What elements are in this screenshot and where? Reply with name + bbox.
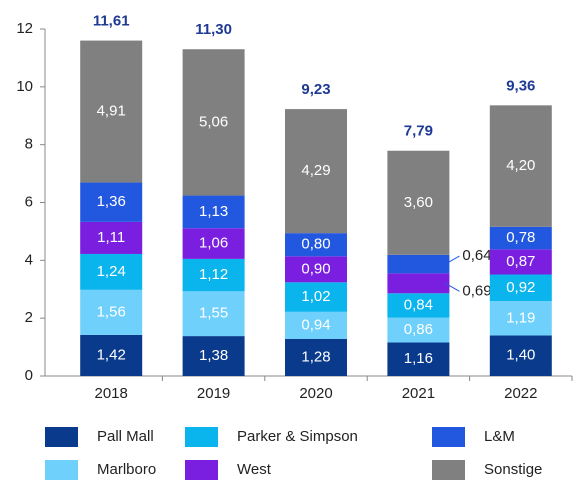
data-label: 4,29	[301, 162, 330, 179]
x-tick-label: 2020	[299, 385, 332, 402]
data-label: 1,55	[199, 305, 228, 322]
total-label: 11,61	[93, 13, 130, 30]
data-label: 0,64	[462, 247, 491, 264]
legend-swatch	[185, 460, 218, 480]
bar-segment	[489, 249, 552, 275]
data-label: 0,69	[462, 282, 491, 299]
data-label: 1,16	[404, 350, 433, 367]
leader-line	[445, 282, 460, 292]
bar-segment	[489, 335, 552, 376]
data-label: 5,06	[199, 113, 228, 130]
y-tick-label: 4	[25, 251, 33, 268]
total-label: 7,79	[404, 123, 433, 140]
bar-segment	[80, 40, 143, 183]
bar-segment	[489, 105, 552, 227]
data-label: 0,87	[506, 253, 535, 270]
data-label: 1,02	[301, 288, 330, 305]
y-tick-label: 10	[16, 78, 33, 95]
data-label: 0,80	[301, 236, 330, 253]
bar-segment	[80, 289, 143, 335]
data-label: 0,84	[404, 296, 433, 313]
data-label: 1,40	[506, 347, 535, 364]
bar-segment	[387, 254, 450, 274]
data-label: 0,92	[506, 279, 535, 296]
data-label: 0,86	[404, 321, 433, 338]
legend-label: Sonstige	[484, 461, 542, 478]
data-label: 1,13	[199, 203, 228, 220]
bar-segment	[80, 182, 143, 222]
total-label: 9,23	[301, 81, 330, 98]
bar-segment	[285, 233, 347, 257]
legend-label: L&M	[484, 428, 515, 445]
y-tick-label: 6	[25, 193, 33, 210]
bar-segment	[387, 273, 450, 294]
data-label: 1,28	[301, 348, 330, 365]
legend-swatch	[432, 427, 465, 447]
legend-swatch	[185, 427, 218, 447]
bar-segment	[80, 334, 143, 376]
bar-segment	[182, 258, 245, 292]
bar-segment	[387, 293, 450, 318]
total-label: 11,30	[195, 21, 232, 38]
bar-segment	[285, 256, 347, 283]
data-label: 1,06	[199, 235, 228, 252]
bar-segment	[285, 282, 347, 312]
y-tick-label: 0	[25, 367, 33, 384]
legend-label: Pall Mall	[97, 428, 154, 445]
bar-segment	[182, 291, 245, 337]
x-tick-label: 2018	[95, 385, 128, 402]
bar-segment	[387, 150, 450, 255]
bar-segment	[80, 221, 143, 254]
y-tick-label: 12	[16, 20, 33, 37]
bar-segment	[182, 49, 245, 196]
bar-segment	[489, 226, 552, 250]
data-label: 1,24	[97, 263, 126, 280]
data-label: 3,60	[404, 194, 433, 211]
legend-swatch	[45, 460, 78, 480]
total-label: 9,36	[506, 77, 535, 94]
x-tick-label: 2019	[197, 385, 230, 402]
x-tick-label: 2021	[402, 385, 435, 402]
y-tick-label: 8	[25, 136, 33, 153]
legend-swatch	[432, 460, 465, 480]
data-label: 1,38	[199, 347, 228, 364]
bar-segment	[182, 336, 245, 376]
legend-swatch	[45, 427, 78, 447]
bar-segment	[387, 342, 450, 376]
x-tick-label: 2022	[504, 385, 537, 402]
data-label: 1,36	[97, 193, 126, 210]
data-label: 1,19	[506, 309, 535, 326]
bar-segment	[182, 228, 245, 259]
data-label: 0,94	[301, 316, 330, 333]
bar-segment	[285, 338, 347, 376]
data-label: 1,56	[97, 303, 126, 320]
bar-segment	[489, 274, 552, 302]
data-label: 4,20	[506, 157, 535, 174]
bar-segment	[182, 195, 245, 229]
bar-segment	[489, 301, 552, 336]
bar-segment	[285, 311, 347, 339]
leader-line	[445, 255, 460, 265]
legend-label: Marlboro	[97, 461, 156, 478]
bar-segment	[387, 317, 450, 343]
data-label: 0,90	[301, 260, 330, 277]
data-label: 4,91	[97, 103, 126, 120]
bar-segment	[80, 253, 143, 290]
data-label: 1,42	[97, 346, 126, 363]
y-tick-label: 2	[25, 309, 33, 326]
legend-label: West	[237, 461, 272, 478]
bar-segment	[285, 109, 347, 234]
data-label: 1,12	[199, 266, 228, 283]
data-label: 0,78	[506, 229, 535, 246]
legend-label: Parker & Simpson	[237, 428, 358, 445]
data-label: 1,11	[97, 229, 125, 246]
